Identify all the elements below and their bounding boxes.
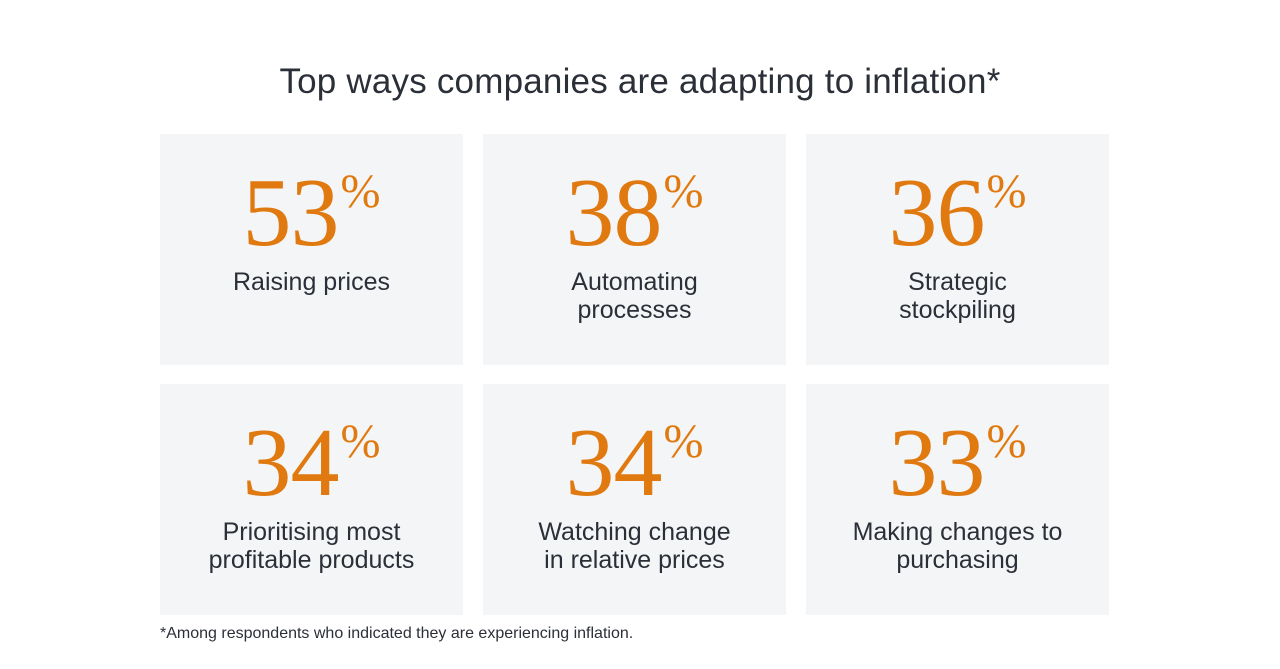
stat-label: Strategic stockpiling (899, 268, 1016, 324)
stat-label: Raising prices (232, 268, 390, 296)
percent-sign: % (663, 415, 704, 468)
stat-card-raising-prices: 53% Raising prices (160, 134, 463, 365)
stat-card-strategic-stockpiling: 36% Strategic stockpiling (806, 134, 1109, 365)
footnote: *Among respondents who indicated they ar… (160, 625, 634, 642)
stat-number: 34 (565, 409, 663, 517)
stat-value: 34% (160, 408, 463, 518)
stat-label: Watching change in relative prices (538, 518, 731, 574)
stat-card-prioritising-products: 34% Prioritising most profitable product… (160, 384, 463, 615)
percent-sign: % (986, 415, 1027, 468)
stat-number: 36 (888, 159, 986, 267)
stat-card-watching-relative-prices: 34% Watching change in relative prices (483, 384, 786, 615)
percent-sign: % (340, 415, 381, 468)
stat-label: Prioritising most profitable products (208, 518, 415, 574)
percent-sign: % (663, 165, 704, 218)
stat-value: 33% (806, 408, 1109, 518)
stat-value: 36% (806, 158, 1109, 268)
stat-number: 34 (242, 409, 340, 517)
percent-sign: % (340, 165, 381, 218)
stat-card-purchasing-changes: 33% Making changes to purchasing (806, 384, 1109, 615)
stat-number: 38 (565, 159, 663, 267)
stats-grid: 53% Raising prices 38% Automating proces… (160, 134, 1109, 615)
stat-number: 33 (888, 409, 986, 517)
percent-sign: % (986, 165, 1027, 218)
stat-value: 53% (160, 158, 463, 268)
stat-label: Making changes to purchasing (852, 518, 1063, 574)
stat-value: 34% (483, 408, 786, 518)
stat-card-automating-processes: 38% Automating processes (483, 134, 786, 365)
stat-label: Automating processes (571, 268, 698, 324)
stat-number: 53 (242, 159, 340, 267)
stat-value: 38% (483, 158, 786, 268)
page-title: Top ways companies are adapting to infla… (279, 62, 1001, 101)
